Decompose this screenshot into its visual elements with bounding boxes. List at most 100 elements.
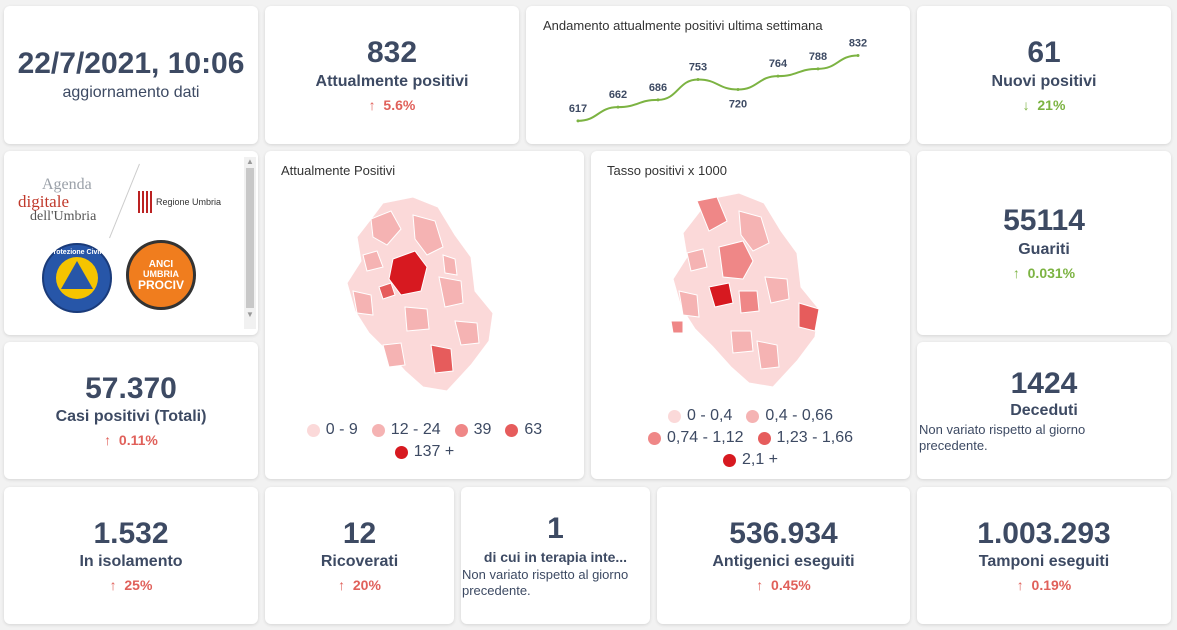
agenda-line1: Agenda [42, 176, 92, 193]
legend-label: 12 - 24 [390, 421, 441, 438]
new-positives-delta: ↓ 21% [1023, 97, 1066, 113]
recovered-delta: ↑ 0.031% [1013, 265, 1075, 281]
rate-legend-item[interactable]: 1,23 - 1,66 [757, 429, 853, 447]
arrow-down-icon: ↓ [1022, 96, 1030, 113]
trend-point[interactable] [776, 74, 780, 78]
hospitalized-delta: ↑ 20% [338, 577, 381, 593]
total-cases-value: 57.370 [85, 371, 177, 405]
legend-dot-icon [454, 423, 468, 437]
map-rate-legend: 0 - 0,4 0,4 - 0,66 0,74 - 1,12 1,23 - 1,66 2… [591, 407, 910, 469]
rate-legend-item[interactable]: 0 - 0,4 [668, 407, 732, 425]
current-positives-delta-value: 5.6% [383, 96, 416, 113]
scroll-up-icon[interactable]: ▲ [246, 157, 254, 166]
map-rate-card[interactable]: Tasso positivi x 1000 0 - 0,4 0,4 - 0,66 0… [591, 151, 910, 479]
agenda-digitale-logo: Agenda digitale dell'Umbria [18, 177, 96, 224]
trend-point[interactable] [616, 105, 620, 109]
icu-value: 1 [547, 512, 564, 545]
map-positives-title: Attualmente Positivi [281, 163, 396, 178]
regione-emblem-icon [138, 191, 152, 213]
update-card: 22/7/2021, 10:06 aggiornamento dati [4, 6, 258, 144]
trend-point[interactable] [656, 98, 660, 102]
legend-dot-icon [371, 423, 385, 437]
arrow-up-icon: ↑ [109, 577, 117, 594]
arrow-up-icon: ↑ [1016, 577, 1024, 594]
deaths-note: Non variato rispetto al giorno precedent… [919, 421, 1086, 454]
arrow-up-icon: ↑ [368, 96, 376, 113]
logos-card: Agenda digitale dell'Umbria Regione Umbr… [4, 151, 258, 335]
positives-legend-item[interactable]: 0 - 9 [306, 421, 358, 439]
isolation-label: In isolamento [79, 553, 183, 571]
recovered-label: Guariti [1018, 240, 1070, 258]
total-cases-delta: ↑ 0.11% [104, 432, 158, 448]
regione-umbria-text: Regione Umbria [156, 197, 222, 207]
rate-legend-item[interactable]: 0,74 - 1,12 [648, 429, 744, 447]
isolation-delta: ↑ 25% [110, 577, 153, 593]
trend-title: Andamento attualmente positivi ultima se… [543, 18, 823, 33]
arrow-up-icon: ↑ [338, 577, 346, 594]
trend-point[interactable] [856, 53, 860, 57]
map-positives-card[interactable]: Attualmente Positivi 0 - 9 12 - 24 39 63 137… [265, 151, 584, 479]
logos-scrollbar[interactable]: ▲ ▼ [244, 157, 256, 329]
current-positives-card[interactable]: 832 Attualmente positivi ↑ 5.6% [265, 6, 519, 144]
trend-data-label: 617 [569, 103, 587, 115]
total-cases-card[interactable]: 57.370 Casi positivi (Totali) ↑ 0.11% [4, 342, 258, 479]
new-positives-card[interactable]: 61 Nuovi positivi ↓ 21% [917, 6, 1171, 144]
deaths-card[interactable]: 1424 Deceduti Non variato rispetto al gi… [917, 342, 1171, 479]
legend-label: 0 - 0,4 [687, 407, 733, 424]
trend-point[interactable] [696, 77, 700, 81]
scroll-down-icon[interactable]: ▼ [246, 310, 254, 319]
legend-label: 63 [524, 421, 543, 438]
trend-data-label: 662 [609, 89, 627, 101]
positives-legend-item[interactable]: 12 - 24 [371, 421, 441, 439]
trend-point[interactable] [736, 88, 740, 92]
new-positives-value: 61 [1027, 36, 1061, 70]
swabs-value: 1.003.293 [977, 516, 1111, 550]
swabs-delta-value: 0.19% [1031, 577, 1072, 594]
trend-data-label: 764 [769, 58, 788, 70]
protezione-civile-logo: Protezione Civile [42, 243, 112, 313]
trend-data-label: 753 [689, 61, 707, 73]
trend-card[interactable]: Andamento attualmente positivi ultima se… [526, 6, 910, 144]
deaths-value: 1424 [1010, 367, 1078, 400]
legend-dot-icon [394, 445, 408, 459]
legend-dot-icon [306, 423, 320, 437]
antigen-value: 536.934 [729, 516, 838, 550]
recovered-value: 55114 [1003, 204, 1085, 238]
positives-legend-item[interactable]: 39 [454, 421, 491, 439]
umbria-positives-map[interactable] [343, 195, 503, 395]
antigen-card[interactable]: 536.934 Antigenici eseguiti ↑ 0.45% [657, 487, 910, 624]
update-datetime: 22/7/2021, 10:06 [17, 47, 245, 81]
positives-legend-item[interactable]: 63 [505, 421, 542, 439]
rate-legend-item[interactable]: 2,1 + [722, 451, 779, 469]
legend-dot-icon [757, 431, 771, 445]
icu-card[interactable]: 1 di cui in terapia inte... Non variato … [461, 487, 650, 624]
isolation-card[interactable]: 1.532 In isolamento ↑ 25% [4, 487, 258, 624]
legend-label: 2,1 + [741, 451, 779, 468]
anci-prociv-logo: ANCI UMBRIA PROCIV [126, 240, 196, 310]
trend-point[interactable] [816, 67, 820, 71]
agenda-line3: dell'Umbria [30, 209, 97, 224]
hospitalized-delta-value: 20% [352, 577, 381, 594]
scroll-thumb[interactable] [246, 168, 254, 308]
positives-legend-item[interactable]: 137 + [394, 443, 455, 461]
swabs-card[interactable]: 1.003.293 Tamponi eseguiti ↑ 0.19% [917, 487, 1171, 624]
legend-dot-icon [505, 423, 519, 437]
trend-data-label: 788 [809, 51, 827, 63]
icu-label: di cui in terapia inte... [483, 548, 628, 565]
swabs-delta: ↑ 0.19% [1017, 577, 1071, 593]
legend-dot-icon [722, 453, 736, 467]
recovered-card[interactable]: 55114 Guariti ↑ 0.031% [917, 151, 1171, 335]
hospitalized-value: 12 [342, 516, 377, 550]
legend-label: 137 + [413, 443, 455, 460]
antigen-label: Antigenici eseguiti [712, 553, 855, 571]
map-positives-legend: 0 - 9 12 - 24 39 63 137 + [265, 421, 584, 461]
umbria-rate-map[interactable] [669, 191, 829, 391]
trend-point[interactable] [576, 119, 580, 123]
legend-label: 0 - 9 [325, 421, 358, 438]
isolation-value: 1.532 [93, 516, 169, 550]
current-positives-delta: ↑ 5.6% [369, 97, 416, 113]
hospitalized-card[interactable]: 12 Ricoverati ↑ 20% [265, 487, 454, 624]
anci-prociv-text: PROCIV [137, 277, 184, 292]
legend-dot-icon [668, 409, 682, 423]
rate-legend-item[interactable]: 0,4 - 0,66 [746, 407, 833, 425]
